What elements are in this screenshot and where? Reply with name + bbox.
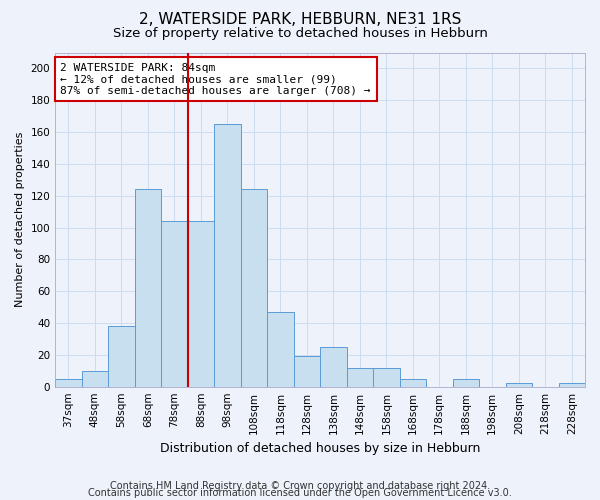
Bar: [373, 368, 400, 386]
Text: Contains HM Land Registry data © Crown copyright and database right 2024.: Contains HM Land Registry data © Crown c…: [110, 481, 490, 491]
Text: 2, WATERSIDE PARK, HEBBURN, NE31 1RS: 2, WATERSIDE PARK, HEBBURN, NE31 1RS: [139, 12, 461, 28]
Bar: [134, 190, 161, 386]
Y-axis label: Number of detached properties: Number of detached properties: [15, 132, 25, 308]
Text: Size of property relative to detached houses in Hebburn: Size of property relative to detached ho…: [113, 28, 487, 40]
Bar: [452, 378, 479, 386]
X-axis label: Distribution of detached houses by size in Hebburn: Distribution of detached houses by size …: [160, 442, 480, 455]
Bar: [293, 356, 320, 386]
Bar: [506, 384, 532, 386]
Bar: [267, 312, 293, 386]
Bar: [55, 378, 82, 386]
Bar: [214, 124, 241, 386]
Bar: [559, 384, 585, 386]
Text: 2 WATERSIDE PARK: 84sqm
← 12% of detached houses are smaller (99)
87% of semi-de: 2 WATERSIDE PARK: 84sqm ← 12% of detache…: [61, 62, 371, 96]
Bar: [400, 378, 426, 386]
Bar: [241, 190, 267, 386]
Text: Contains public sector information licensed under the Open Government Licence v3: Contains public sector information licen…: [88, 488, 512, 498]
Bar: [188, 221, 214, 386]
Bar: [320, 347, 347, 387]
Bar: [347, 368, 373, 386]
Bar: [161, 221, 188, 386]
Bar: [108, 326, 134, 386]
Bar: [82, 371, 108, 386]
